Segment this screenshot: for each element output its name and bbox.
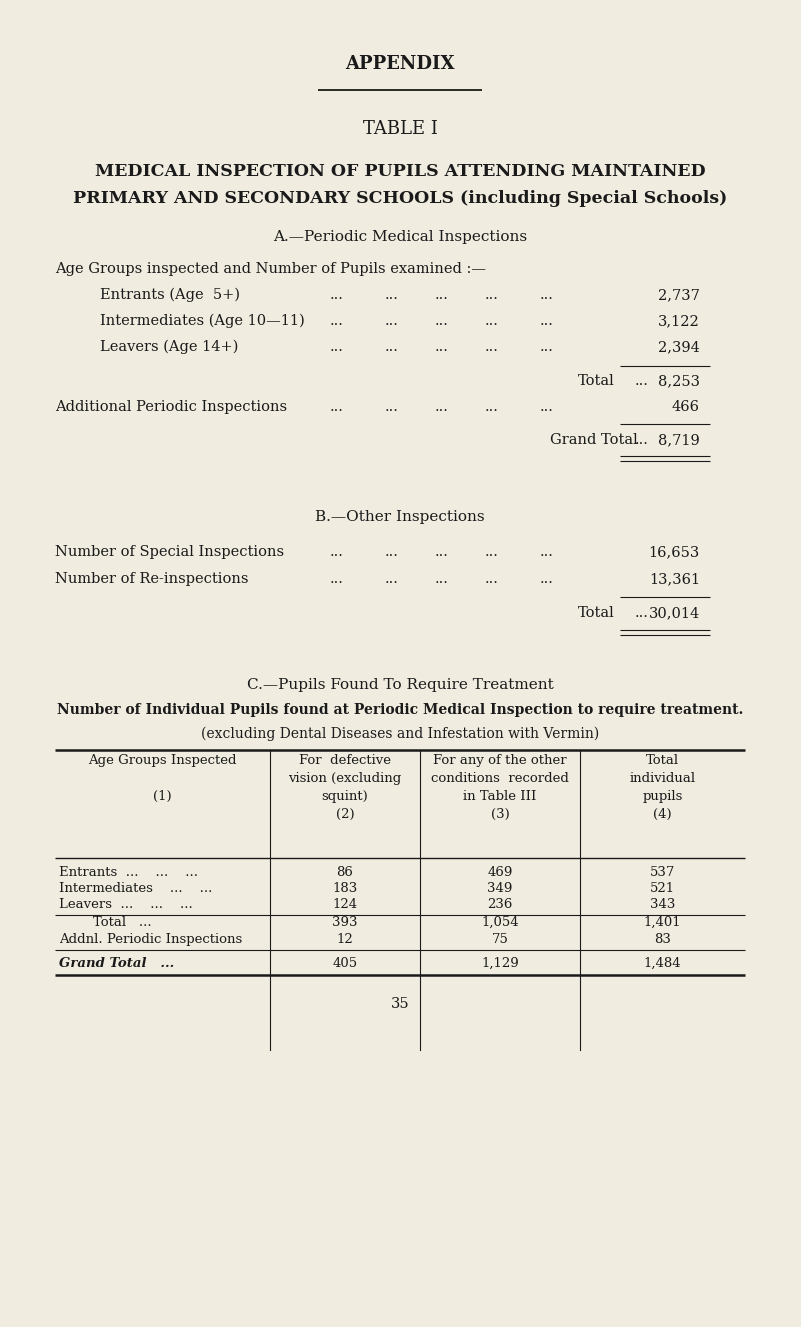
Text: ...: ... (635, 606, 649, 620)
Text: 75: 75 (492, 933, 509, 946)
Text: ...: ... (435, 399, 449, 414)
Text: ...: ... (435, 288, 449, 303)
Text: 1,401: 1,401 (644, 916, 682, 929)
Text: ...: ... (540, 572, 553, 587)
Text: Number of Re-inspections: Number of Re-inspections (55, 572, 248, 587)
Text: 86: 86 (336, 867, 353, 878)
Text: 8,719: 8,719 (658, 433, 700, 447)
Text: ...: ... (485, 288, 499, 303)
Text: Intermediates (Age 10—11): Intermediates (Age 10—11) (100, 314, 304, 328)
Text: ...: ... (330, 545, 344, 559)
Text: 35: 35 (391, 997, 409, 1011)
Text: B.—Other Inspections: B.—Other Inspections (315, 510, 485, 524)
Text: ...: ... (485, 545, 499, 559)
Text: Age Groups inspected and Number of Pupils examined :—: Age Groups inspected and Number of Pupil… (55, 261, 486, 276)
Text: Grand Total: Grand Total (550, 433, 638, 447)
Text: ...: ... (635, 374, 649, 387)
Text: 16,653: 16,653 (649, 545, 700, 559)
Text: ...: ... (540, 314, 553, 328)
Text: 1,484: 1,484 (644, 957, 682, 970)
Text: 1,054: 1,054 (481, 916, 519, 929)
Text: MEDICAL INSPECTION OF PUPILS ATTENDING MAINTAINED: MEDICAL INSPECTION OF PUPILS ATTENDING M… (95, 163, 706, 180)
Text: Number of Special Inspections: Number of Special Inspections (55, 545, 284, 559)
Text: ...: ... (540, 288, 553, 303)
Text: 83: 83 (654, 933, 671, 946)
Text: Grand Total   ...: Grand Total ... (59, 957, 175, 970)
Text: 236: 236 (487, 898, 513, 912)
Text: 1,129: 1,129 (481, 957, 519, 970)
Text: 13,361: 13,361 (649, 572, 700, 587)
Text: Total
individual
pupils
(4): Total individual pupils (4) (630, 754, 695, 821)
Text: Addnl. Periodic Inspections: Addnl. Periodic Inspections (59, 933, 242, 946)
Text: ...: ... (330, 340, 344, 354)
Text: (excluding Dental Diseases and Infestation with Vermin): (excluding Dental Diseases and Infestati… (201, 727, 599, 742)
Text: ...: ... (330, 288, 344, 303)
Text: 469: 469 (487, 867, 513, 878)
Text: Number of Individual Pupils found at Periodic Medical Inspection to require trea: Number of Individual Pupils found at Per… (57, 703, 743, 717)
Text: 124: 124 (332, 898, 357, 912)
Text: PRIMARY AND SECONDARY SCHOOLS (including Special Schools): PRIMARY AND SECONDARY SCHOOLS (including… (73, 190, 727, 207)
Text: Leavers (Age 14+): Leavers (Age 14+) (100, 340, 239, 354)
Text: ...: ... (485, 572, 499, 587)
Text: Intermediates    ...    ...: Intermediates ... ... (59, 882, 212, 894)
Text: For any of the other
conditions  recorded
in Table III
(3): For any of the other conditions recorded… (431, 754, 569, 821)
Text: 537: 537 (650, 867, 675, 878)
Text: ...: ... (540, 340, 553, 354)
Text: A.—Periodic Medical Inspections: A.—Periodic Medical Inspections (273, 230, 527, 244)
Text: 3,122: 3,122 (658, 314, 700, 328)
Text: TABLE I: TABLE I (363, 119, 437, 138)
Text: ...: ... (385, 545, 399, 559)
Text: Leavers  ...    ...    ...: Leavers ... ... ... (59, 898, 193, 912)
Text: ...: ... (330, 572, 344, 587)
Text: ...: ... (485, 399, 499, 414)
Text: 405: 405 (332, 957, 357, 970)
Text: 8,253: 8,253 (658, 374, 700, 387)
Text: ...: ... (385, 572, 399, 587)
Text: Entrants (Age  5+): Entrants (Age 5+) (100, 288, 240, 303)
Text: ...: ... (385, 340, 399, 354)
Text: ...: ... (435, 572, 449, 587)
Text: ...: ... (635, 433, 649, 447)
Text: ...: ... (540, 545, 553, 559)
Text: ...: ... (435, 545, 449, 559)
Text: Age Groups Inspected

(1): Age Groups Inspected (1) (88, 754, 237, 803)
Text: ...: ... (385, 288, 399, 303)
Text: For  defective
vision (excluding
squint)
(2): For defective vision (excluding squint) … (288, 754, 401, 821)
Text: Total: Total (578, 374, 614, 387)
Text: Additional Periodic Inspections: Additional Periodic Inspections (55, 399, 287, 414)
Text: C.—Pupils Found To Require Treatment: C.—Pupils Found To Require Treatment (247, 678, 553, 691)
Text: Total: Total (578, 606, 614, 620)
Text: ...: ... (485, 340, 499, 354)
Text: ...: ... (540, 399, 553, 414)
Text: 30,014: 30,014 (649, 606, 700, 620)
Text: 12: 12 (336, 933, 353, 946)
Text: ...: ... (485, 314, 499, 328)
Text: ...: ... (435, 314, 449, 328)
Text: ...: ... (385, 399, 399, 414)
Text: 349: 349 (487, 882, 513, 894)
Text: 2,737: 2,737 (658, 288, 700, 303)
Text: ...: ... (330, 314, 344, 328)
Text: 343: 343 (650, 898, 675, 912)
Text: ...: ... (330, 399, 344, 414)
Text: Entrants  ...    ...    ...: Entrants ... ... ... (59, 867, 198, 878)
Text: Total   ...: Total ... (59, 916, 151, 929)
Text: 2,394: 2,394 (658, 340, 700, 354)
Text: 183: 183 (332, 882, 357, 894)
Text: ...: ... (435, 340, 449, 354)
Text: 393: 393 (332, 916, 358, 929)
Text: APPENDIX: APPENDIX (345, 54, 455, 73)
Text: ...: ... (385, 314, 399, 328)
Text: 466: 466 (672, 399, 700, 414)
Text: 521: 521 (650, 882, 675, 894)
